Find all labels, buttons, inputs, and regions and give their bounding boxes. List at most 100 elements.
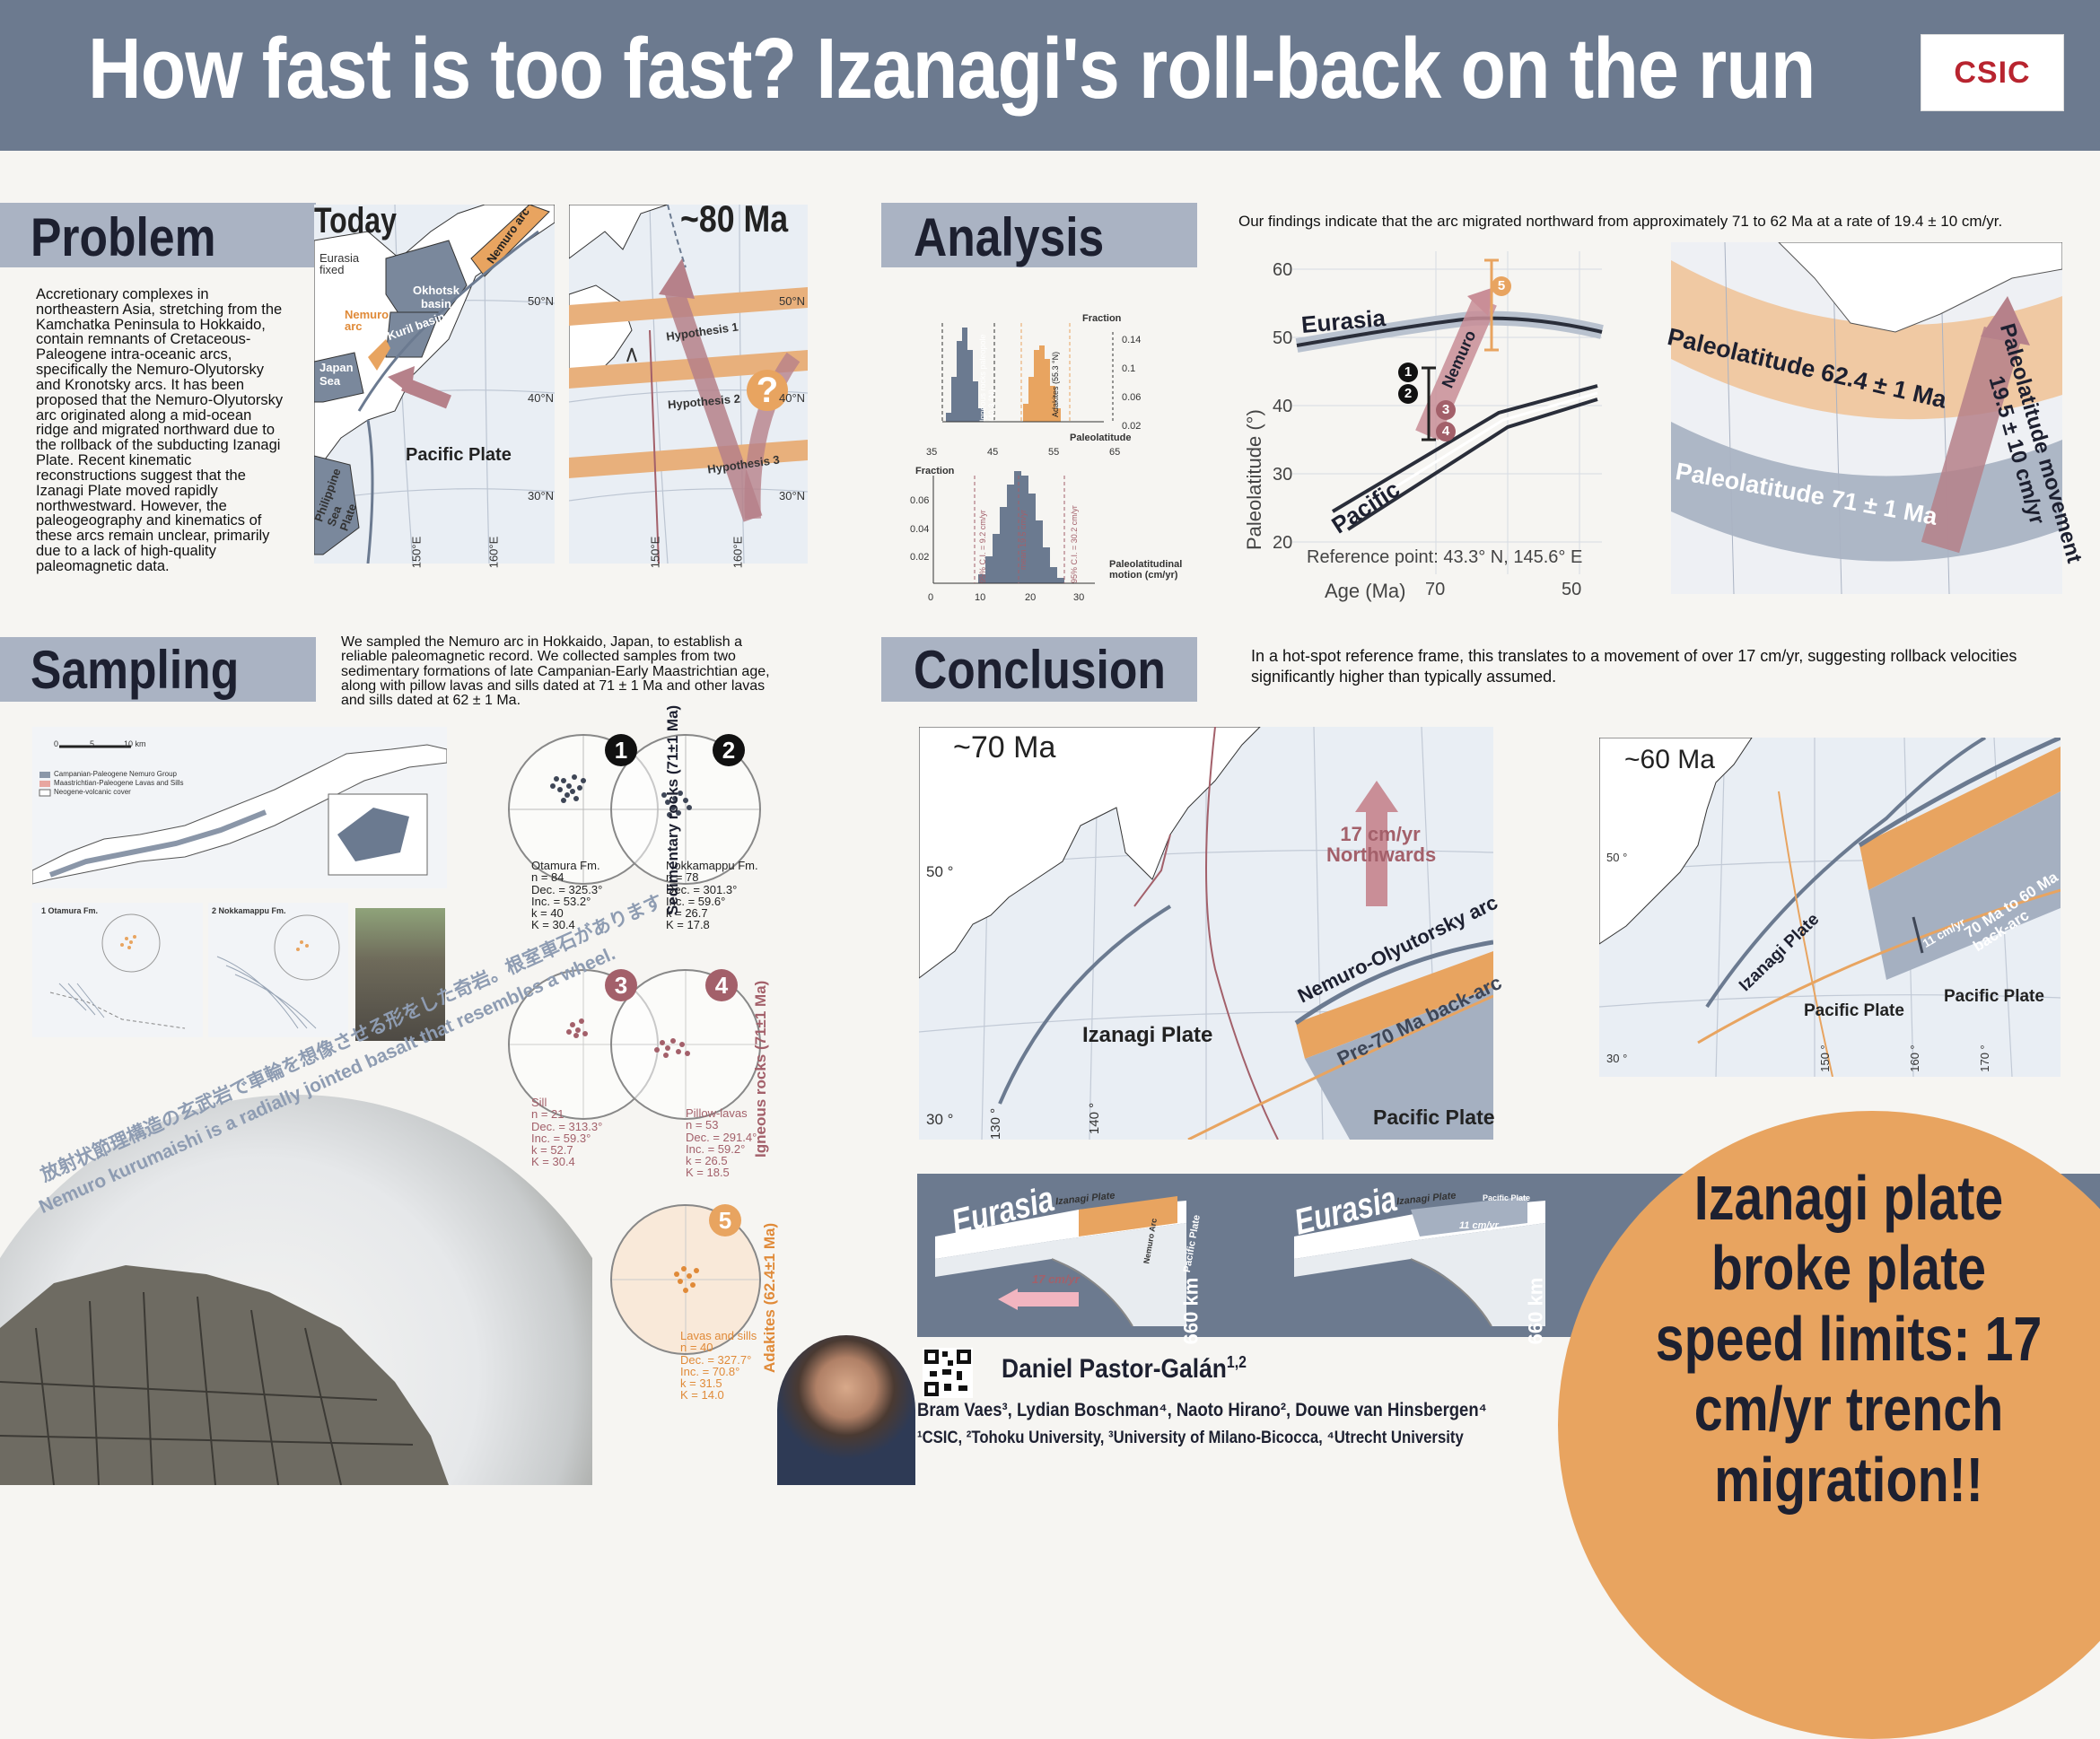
conclusion-text: In a hot-spot reference frame, this tran… bbox=[1251, 647, 2017, 686]
main-author: Daniel Pastor-Galán1,2 bbox=[1002, 1353, 1247, 1385]
scale-5: 5 bbox=[90, 739, 95, 748]
map-70ma-pacific: Pacific Plate bbox=[1373, 1105, 1495, 1129]
analysis-heading: Analysis bbox=[914, 207, 1105, 267]
hist1-xtick-1: 35 bbox=[926, 447, 938, 458]
hist1-ytick-4: 0.02 bbox=[1122, 421, 1142, 432]
hist1-ytick-3: 0.06 bbox=[1122, 392, 1142, 403]
legend-item-3: Neogene-volcanic cover bbox=[54, 788, 131, 796]
map-80ma-title: ~80 Ma bbox=[680, 197, 789, 240]
stat-otamura-dec: Dec. = 325.3° bbox=[531, 882, 603, 896]
stat-sill-inc: Inc. = 59.3° bbox=[531, 1131, 591, 1145]
stat-nokkamappu-K: K = 17.8 bbox=[666, 918, 710, 932]
sampling-heading: Sampling bbox=[31, 640, 240, 700]
hist1-xtick-3: 55 bbox=[1048, 447, 1060, 458]
block2-rate: 11 cm/yr bbox=[1459, 1220, 1499, 1231]
stat-nokkamappu-name: Nokkamappu Fm. bbox=[666, 859, 758, 872]
scale-10: 10 km bbox=[124, 739, 146, 748]
paleolatitude-globe bbox=[1671, 242, 2062, 594]
demag-plot-1 bbox=[32, 903, 203, 1037]
problem-text: Accretionary complexes in northeastern A… bbox=[36, 286, 284, 574]
chart-ylabel: Paleolatitude (°) bbox=[1243, 409, 1265, 550]
demag-plot-2-graphic bbox=[216, 914, 340, 1029]
qr-code-icon[interactable] bbox=[923, 1348, 973, 1398]
chart-xtick-70: 70 bbox=[1425, 580, 1446, 599]
hist2-ci-high: 95% C.I. = 30.2 cm/yr bbox=[1070, 505, 1079, 583]
stat-sill-k: k = 52.7 bbox=[531, 1143, 573, 1157]
chart-xlabel: Age (Ma) bbox=[1325, 580, 1406, 602]
conclusion-heading-bar bbox=[881, 637, 1197, 702]
map-today-japan-sea: Japan Sea bbox=[319, 361, 354, 388]
co-authors: Bram Vaes³, Lydian Boschman⁴, Naoto Hira… bbox=[917, 1400, 1487, 1420]
stat-sill-dec: Dec. = 313.3° bbox=[531, 1119, 603, 1133]
hist1-label-adakites: Adakites (55.3 °N) bbox=[1051, 351, 1060, 417]
stat-otamura-k: k = 40 bbox=[531, 906, 564, 920]
chart-ytick-30: 30 bbox=[1273, 465, 1293, 485]
stat-pillow: Pillow-lavas n = 53 Dec. = 291.4° Inc. =… bbox=[686, 1107, 757, 1179]
map-70ma bbox=[919, 727, 1493, 1140]
stat-pillow-n: n = 53 bbox=[686, 1118, 719, 1132]
stereonet-badge-3: 3 bbox=[605, 969, 637, 1001]
stat-pillow-k: k = 26.5 bbox=[686, 1154, 728, 1167]
problem-heading-bar bbox=[0, 203, 316, 267]
map-80ma-lat1: 50°N bbox=[779, 294, 806, 308]
label-igneous: Igneous rocks (71±1 Ma) bbox=[752, 980, 769, 1158]
stat-lavas-K: K = 14.0 bbox=[680, 1388, 724, 1403]
map-today-title: Today bbox=[314, 201, 397, 240]
basalt-rock-graphic bbox=[0, 1265, 449, 1485]
stat-sill-n: n = 21 bbox=[531, 1107, 564, 1122]
block-diagrams-graphic bbox=[935, 1196, 1545, 1327]
stat-otamura-inc: Inc. = 53.2° bbox=[531, 894, 591, 908]
analysis-finding: Our findings indicate that the arc migra… bbox=[1238, 213, 2003, 230]
hist2-ytick-1: 0.06 bbox=[910, 495, 930, 506]
chart-marker-2: 2 bbox=[1398, 384, 1418, 404]
hist2-xtick-4: 30 bbox=[1073, 592, 1085, 603]
hist1-ytick-2: 0.1 bbox=[1122, 363, 1136, 374]
map-today-lon2: 160°E bbox=[486, 536, 501, 569]
sampling-text: We sampled the Nemuro arc in Hokkaido, J… bbox=[341, 634, 770, 709]
stereonet-badge-1: 1 bbox=[605, 734, 637, 766]
basalt-photo bbox=[0, 1059, 592, 1485]
problem-heading: Problem bbox=[31, 207, 216, 267]
stat-lavas: Lavas and sills n = 40 Dec. = 327.7° Inc… bbox=[680, 1330, 757, 1402]
analysis-heading-bar bbox=[881, 203, 1197, 267]
demag-plot-1-graphic bbox=[49, 913, 186, 1029]
map-70ma-izanagi: Izanagi Plate bbox=[1082, 1023, 1213, 1047]
chart-marker-5: 5 bbox=[1492, 276, 1511, 296]
main-author-name: Daniel Pastor-Galán bbox=[1002, 1354, 1227, 1384]
histogram-paleolatitude bbox=[941, 323, 1114, 423]
map-70ma-lon130: 130 ° bbox=[988, 1107, 1004, 1140]
hist1-adakite-bars bbox=[1023, 345, 1061, 422]
map-80ma-lat3: 30°N bbox=[779, 489, 806, 502]
map-today-pacific: Pacific Plate bbox=[406, 445, 512, 465]
hist1-xlabel: Paleolatitude bbox=[1070, 433, 1132, 443]
map-60ma-title: ~60 Ma bbox=[1624, 745, 1715, 774]
poster-title: How fast is too fast? Izanagi's roll-bac… bbox=[88, 21, 1816, 117]
sampling-heading-bar bbox=[0, 637, 316, 702]
map-80ma-lon2: 160°E bbox=[731, 536, 745, 569]
chart-reference: Reference point: 43.3° N, 145.6° E bbox=[1307, 547, 1583, 567]
block1-depth: 660 km bbox=[1179, 1277, 1203, 1345]
csic-logo-text: CSIC bbox=[1954, 55, 2031, 90]
stat-pillow-K: K = 18.5 bbox=[686, 1166, 730, 1180]
stereonet-badge-5: 5 bbox=[709, 1204, 741, 1237]
stat-otamura-n: n = 84 bbox=[531, 870, 564, 885]
globe-graphic bbox=[1671, 242, 2062, 594]
outcrop-photo bbox=[355, 908, 445, 1041]
map-60ma-lon170: 170 ° bbox=[1977, 1044, 1991, 1072]
label-sedimentary: Sedimentary rocks (71±1 Ma) bbox=[664, 704, 681, 915]
map-today-eurasia: Eurasia fixed bbox=[319, 251, 360, 276]
hist1-xtick-2: 45 bbox=[987, 447, 999, 458]
map-60ma-pacific-2: Pacific Plate bbox=[1944, 987, 2044, 1006]
csic-logo: CSIC bbox=[1921, 34, 2064, 111]
legend-item-1: Campanian-Paleogene Nemuro Group bbox=[54, 770, 177, 778]
map-today-lat3: 30°N bbox=[528, 489, 555, 502]
stat-nokkamappu-n: n = 78 bbox=[666, 870, 699, 885]
map-today-lon1: 150°E bbox=[409, 536, 424, 569]
map-60ma-pacific-1: Pacific Plate bbox=[1804, 1001, 1904, 1020]
hist2-xtick-2: 10 bbox=[975, 592, 986, 603]
chart-xtick-50: 50 bbox=[1562, 580, 1582, 599]
hist1-ylabel: Fraction bbox=[1082, 313, 1122, 324]
block1-speed: 17 cm/yr bbox=[1032, 1272, 1080, 1286]
hist2-ylabel: Fraction bbox=[915, 466, 955, 476]
stat-pillow-inc: Inc. = 59.2° bbox=[686, 1141, 746, 1156]
